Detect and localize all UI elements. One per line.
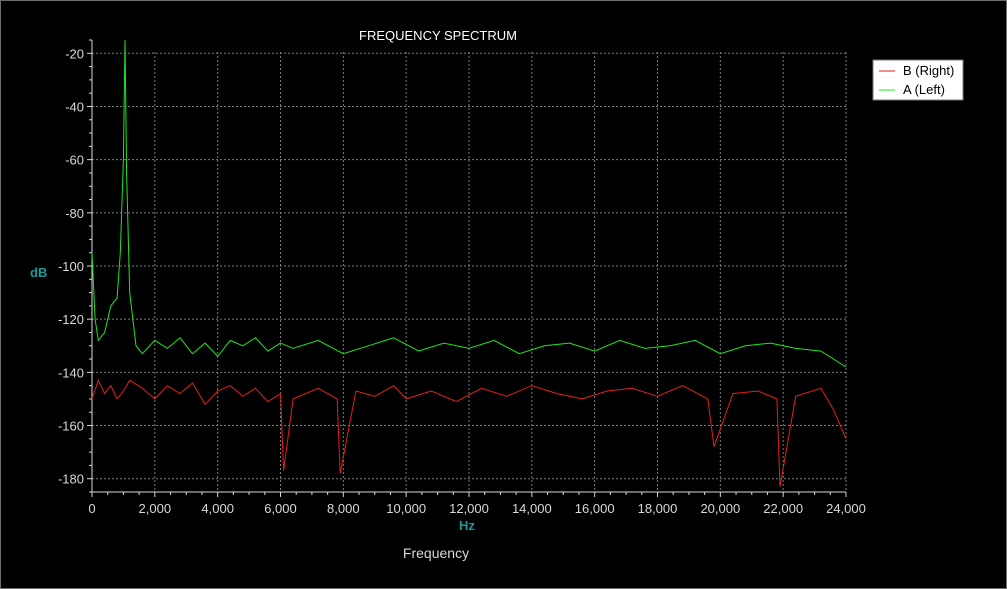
series-line-b-right [91, 378, 847, 487]
x-tick-label: 8,000 [327, 501, 360, 516]
x-tick-label: 12,000 [449, 501, 489, 516]
x-tick-label: 4,000 [201, 501, 234, 516]
x-axis-title: Frequency [403, 545, 469, 561]
y-tick-label: -140 [58, 365, 84, 380]
y-tick-label: -80 [65, 206, 84, 221]
x-tick-label: 6,000 [264, 501, 297, 516]
y-tick-label: -120 [58, 312, 84, 327]
legend: B (Right) A (Left) [872, 59, 964, 101]
y-tick-label: -40 [65, 99, 84, 114]
y-tick-label: -100 [58, 259, 84, 274]
y-axis-label: dB [30, 265, 47, 280]
x-tick-label: 2,000 [139, 501, 172, 516]
x-tick-label: 22,000 [763, 501, 803, 516]
legend-label-a-left: A (Left) [903, 82, 945, 97]
grid-layer [92, 52, 847, 492]
x-tick-label: 24,000 [826, 501, 866, 516]
x-tick-label: 16,000 [575, 501, 615, 516]
legend-box [872, 59, 964, 101]
series-line-a-left [91, 39, 847, 368]
legend-label-b-right: B (Right) [903, 63, 954, 78]
y-tick-label: -180 [58, 472, 84, 487]
ticks-layer: 0 2,000 4,000 6,000 8,000 10,000 12,000 14,000 1… [58, 39, 866, 516]
y-tick-label: -160 [58, 419, 84, 434]
y-tick-label: -60 [65, 153, 84, 168]
y-tick-label: -20 [65, 46, 84, 61]
x-tick-label: 0 [88, 501, 95, 516]
x-tick-label: 18,000 [638, 501, 678, 516]
x-tick-label: 10,000 [386, 501, 426, 516]
x-tick-label: 14,000 [512, 501, 552, 516]
x-tick-label: 20,000 [700, 501, 740, 516]
x-axis-unit: Hz [459, 518, 475, 533]
chart-title: FREQUENCY SPECTRUM [359, 28, 517, 43]
series-layer [91, 39, 847, 487]
